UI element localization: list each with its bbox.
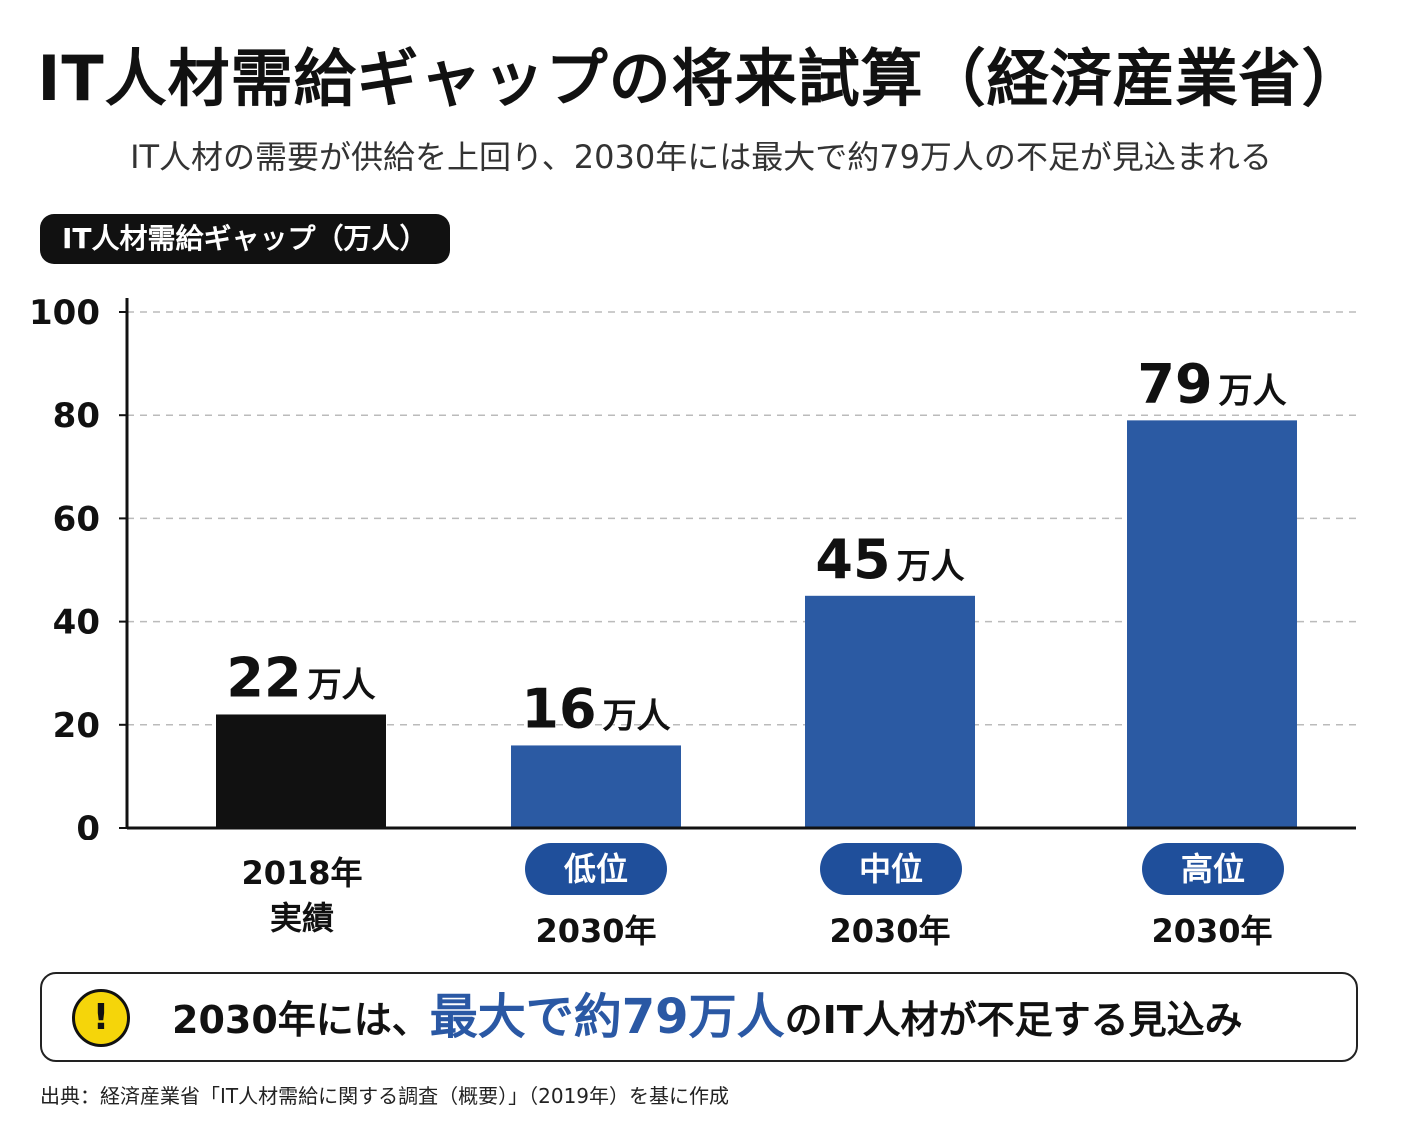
chart-subtitle: IT人材の需要が供給を上回り、2030年には最大で約79万人の不足が見込まれる	[130, 138, 1272, 176]
y-tick-label: 80	[53, 396, 100, 436]
bubble-mid: 中位	[820, 843, 962, 895]
bar	[511, 745, 681, 828]
x-label-mid-year: 2030年	[829, 912, 951, 950]
callout-text: 2030年には、最大で約79万人のIT人材が不足する見込み	[172, 974, 1243, 1060]
x-label-low-year: 2030年	[535, 912, 657, 950]
callout-highlight: 最大で約79万人	[429, 989, 785, 1045]
x-label-high-year: 2030年	[1151, 912, 1273, 950]
bar-chart: 0 20 40 60 80 100 22 万人 16 万人 45 万人 79 万人	[29, 293, 1356, 840]
exclamation-circle-icon: !	[72, 989, 130, 1047]
y-axis-label: IT人材需給ギャップ（万人）	[40, 214, 450, 264]
x-label-actual-note: 実績	[269, 899, 334, 937]
y-tick-label: 40	[53, 603, 100, 643]
bar	[216, 714, 386, 828]
callout-box: ! 2030年には、最大で約79万人のIT人材が不足する見込み	[40, 972, 1358, 1062]
y-tick-label: 0	[76, 809, 100, 840]
bar-value-label: 79 万人	[1137, 352, 1286, 415]
callout-pre: 2030年には、	[172, 998, 430, 1042]
bar	[805, 595, 975, 828]
y-tick-label: 60	[53, 499, 100, 539]
bubble-low: 低位	[525, 843, 667, 895]
bar	[1127, 420, 1297, 828]
y-tick-label: 100	[29, 293, 100, 333]
bar-value-label: 22 万人	[226, 646, 375, 709]
x-label-actual-year: 2018年	[241, 854, 363, 892]
callout-post: のIT人材が不足する見込み	[784, 998, 1243, 1042]
bar-value-label: 45 万人	[815, 528, 964, 591]
bar-value-label: 16 万人	[521, 677, 670, 740]
source-note: 出典：経済産業省「IT人材需給に関する調査（概要）」（2019年）を基に作成	[40, 1084, 730, 1108]
y-tick-label: 20	[53, 706, 100, 746]
bubble-high: 高位	[1142, 843, 1284, 895]
chart-title: IT人材需給ギャップの将来試算（経済産業省）	[37, 42, 1365, 115]
